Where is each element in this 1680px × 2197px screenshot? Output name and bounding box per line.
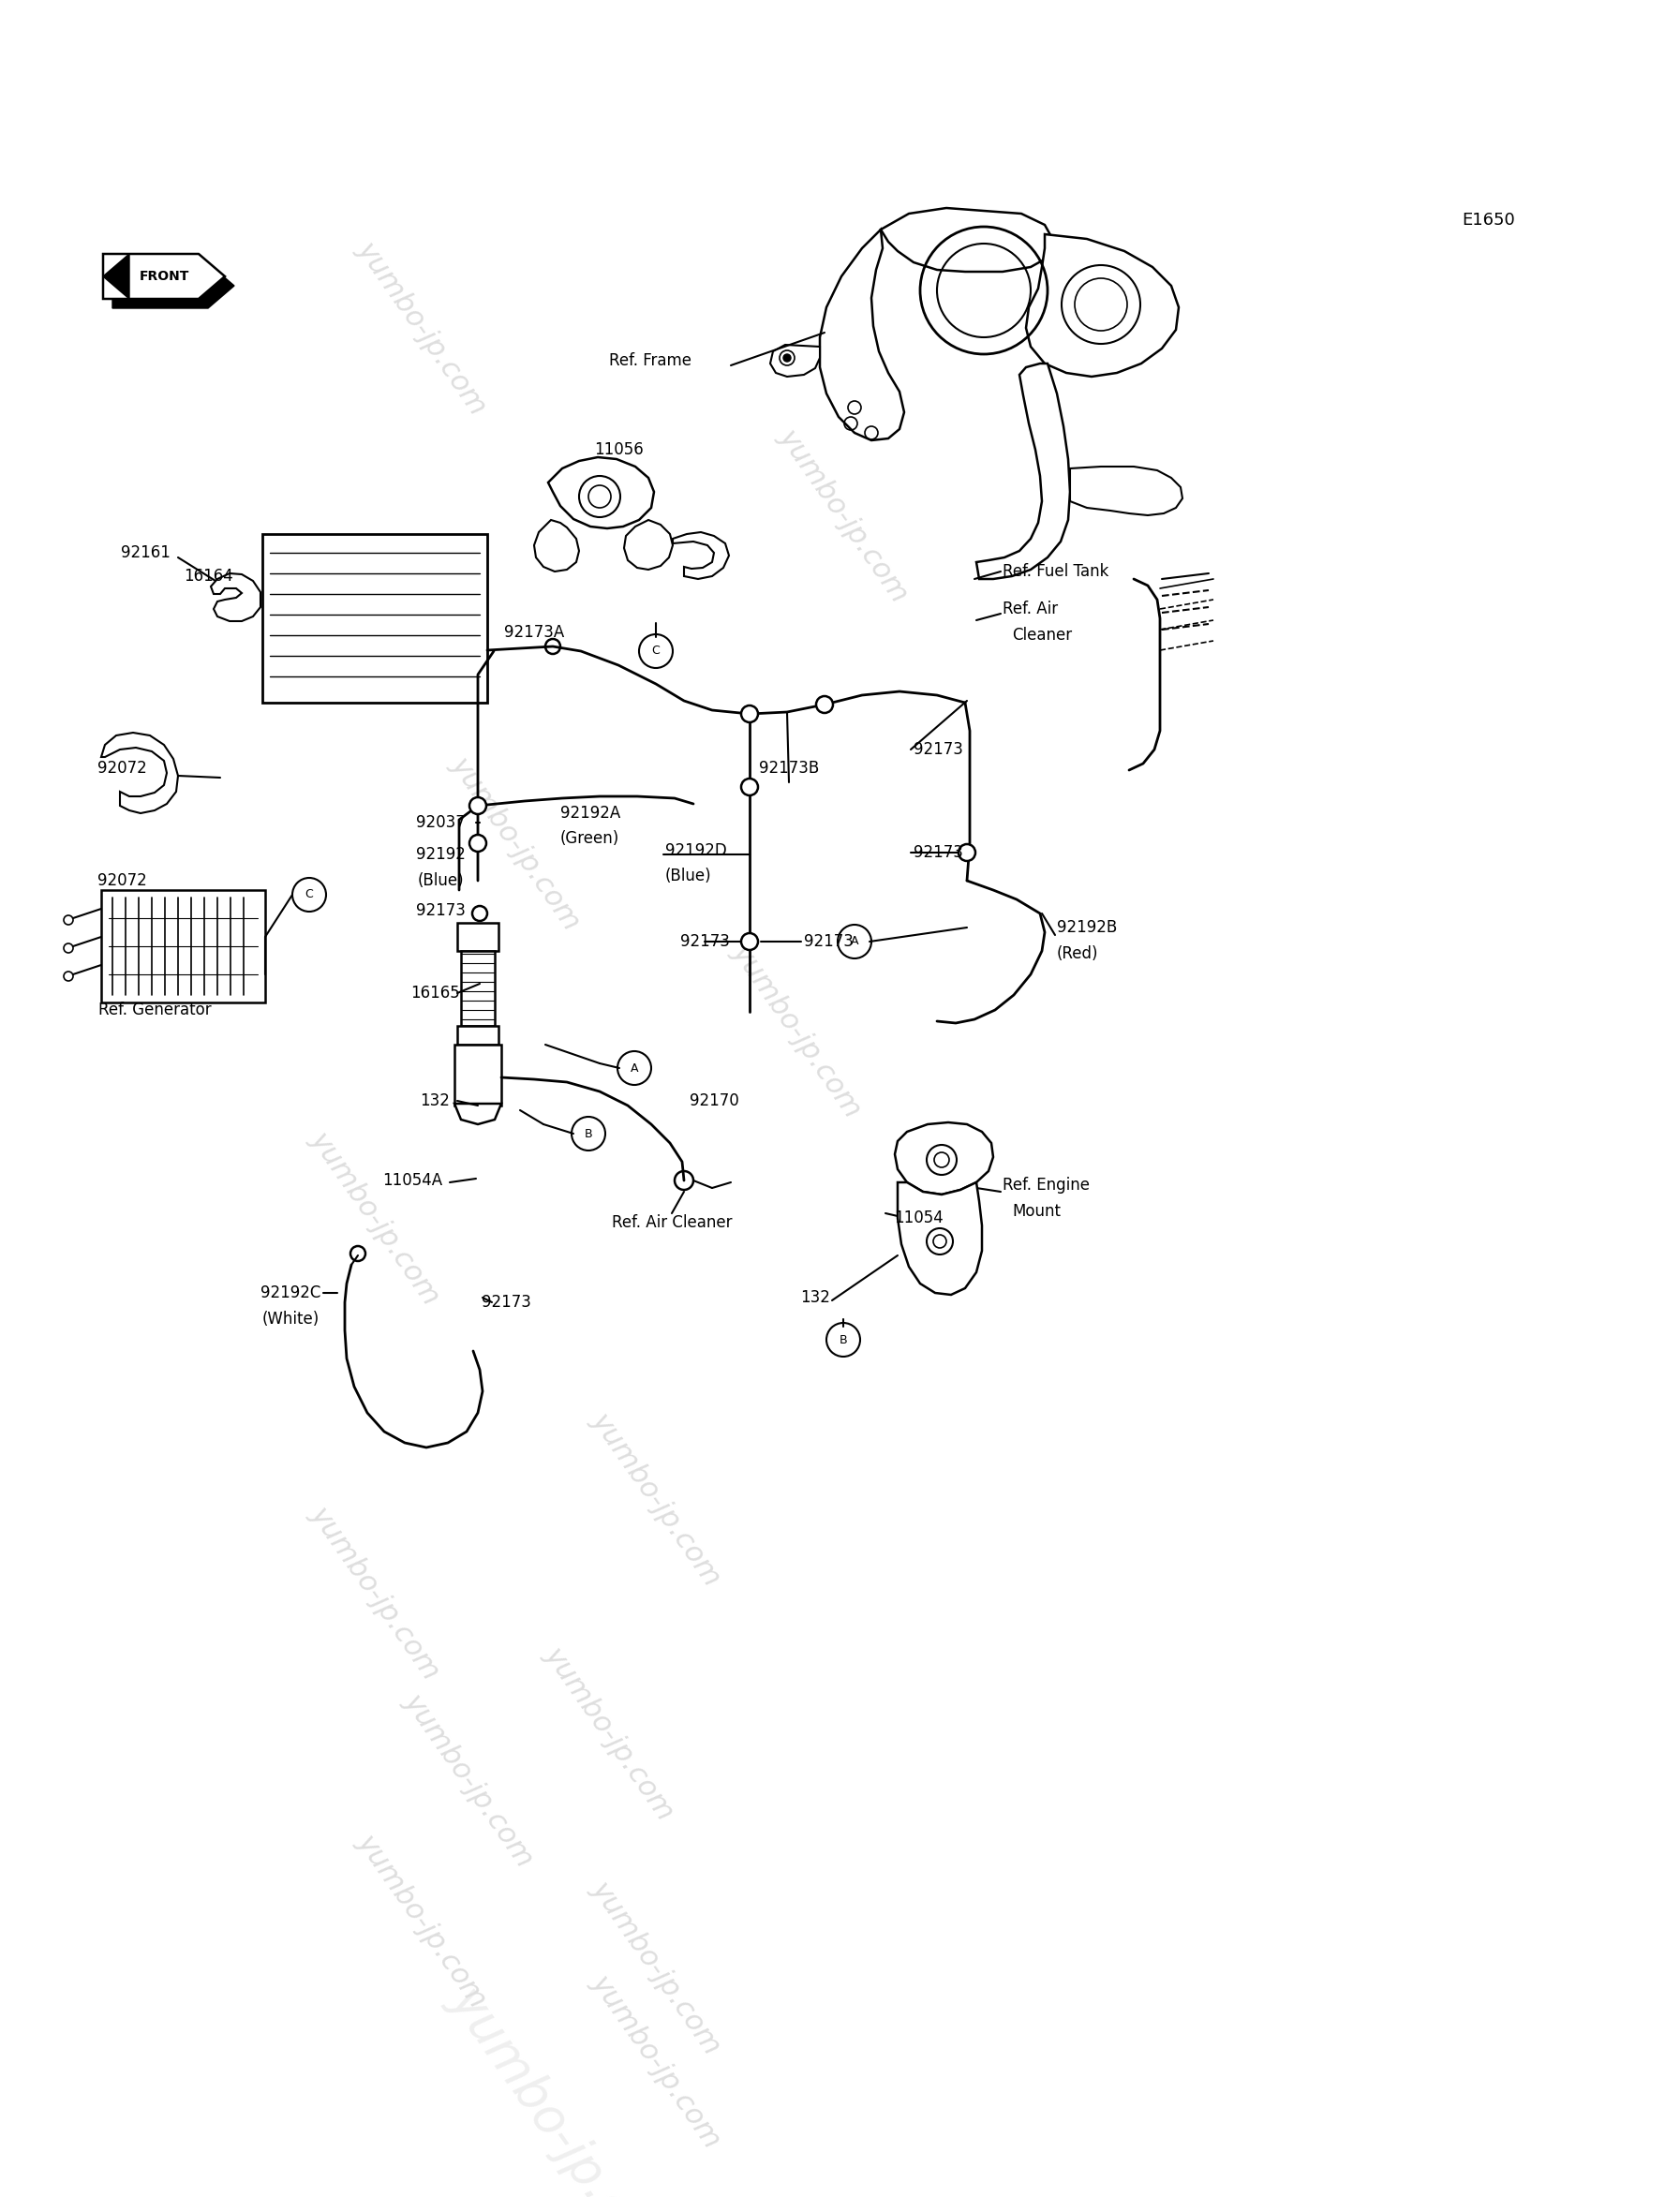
- Circle shape: [741, 778, 758, 795]
- Text: E1650: E1650: [1462, 211, 1515, 228]
- Text: 92173: 92173: [805, 934, 853, 949]
- Text: 92192D: 92192D: [665, 841, 727, 859]
- Text: Cleaner: Cleaner: [1011, 626, 1072, 644]
- Text: 92037: 92037: [415, 815, 465, 830]
- Text: yumbo-jp.com: yumbo-jp.com: [440, 1977, 684, 2197]
- Polygon shape: [548, 457, 654, 529]
- Polygon shape: [672, 532, 729, 580]
- Text: yumbo-jp.com: yumbo-jp.com: [586, 1408, 726, 1591]
- Text: Ref. Generator: Ref. Generator: [97, 1002, 212, 1019]
- Bar: [262, 534, 487, 703]
- Text: 92173: 92173: [914, 844, 963, 861]
- Polygon shape: [102, 255, 225, 299]
- Text: 92173A: 92173A: [504, 624, 564, 642]
- Text: Ref. Frame: Ref. Frame: [610, 352, 692, 369]
- Polygon shape: [534, 521, 580, 571]
- Polygon shape: [210, 573, 260, 622]
- Text: yumbo-jp.com: yumbo-jp.com: [398, 1687, 538, 1872]
- Polygon shape: [113, 264, 234, 308]
- Text: 92072: 92072: [97, 872, 146, 890]
- Bar: [457, 1026, 499, 1044]
- Text: (Green): (Green): [561, 830, 620, 848]
- Polygon shape: [897, 1182, 981, 1294]
- Circle shape: [469, 798, 486, 815]
- Bar: [101, 890, 265, 1002]
- Polygon shape: [820, 228, 904, 439]
- Text: yumbo-jp.com: yumbo-jp.com: [539, 1641, 679, 1826]
- Circle shape: [472, 905, 487, 921]
- Polygon shape: [454, 1103, 501, 1125]
- Text: Ref. Fuel Tank: Ref. Fuel Tank: [1003, 562, 1109, 580]
- Text: 92192C: 92192C: [260, 1285, 321, 1301]
- Circle shape: [741, 934, 758, 949]
- Text: FRONT: FRONT: [139, 270, 188, 283]
- Text: yumbo-jp.com: yumbo-jp.com: [351, 1828, 492, 2012]
- Text: (Blue): (Blue): [417, 872, 464, 890]
- Text: 92173: 92173: [680, 934, 729, 949]
- Polygon shape: [1070, 466, 1183, 516]
- Text: yumbo-jp.com: yumbo-jp.com: [726, 938, 867, 1123]
- Text: (Red): (Red): [1057, 945, 1099, 962]
- Bar: [460, 951, 494, 1026]
- Polygon shape: [102, 255, 129, 299]
- Polygon shape: [1026, 235, 1179, 376]
- Text: B: B: [840, 1334, 847, 1347]
- Text: A: A: [630, 1061, 638, 1074]
- Text: yumbo-jp.com: yumbo-jp.com: [586, 1969, 726, 2153]
- Text: 11054: 11054: [894, 1211, 942, 1226]
- Polygon shape: [880, 209, 1053, 272]
- Polygon shape: [895, 1123, 993, 1195]
- Circle shape: [816, 696, 833, 714]
- Text: 92161: 92161: [121, 545, 170, 560]
- Text: 92192: 92192: [415, 846, 465, 863]
- Text: 11056: 11056: [593, 442, 643, 459]
- Text: (Blue): (Blue): [665, 868, 712, 885]
- Text: 92173B: 92173B: [759, 760, 820, 778]
- Text: 92170: 92170: [689, 1092, 739, 1109]
- Text: yumbo-jp.com: yumbo-jp.com: [351, 235, 492, 420]
- Text: B: B: [585, 1127, 593, 1140]
- Text: 11054A: 11054A: [383, 1171, 442, 1189]
- Text: 92173: 92173: [914, 740, 963, 758]
- Text: C: C: [306, 888, 312, 901]
- Text: 92072: 92072: [97, 760, 146, 778]
- Text: (White): (White): [262, 1312, 319, 1327]
- Circle shape: [783, 354, 791, 363]
- Circle shape: [741, 705, 758, 723]
- Polygon shape: [101, 732, 178, 813]
- Text: 92192B: 92192B: [1057, 918, 1117, 936]
- Text: 16164: 16164: [183, 567, 234, 584]
- Text: yumbo-jp.com: yumbo-jp.com: [304, 1127, 445, 1309]
- Text: yumbo-jp.com: yumbo-jp.com: [304, 1501, 445, 1685]
- Circle shape: [959, 844, 976, 861]
- Text: 92173: 92173: [480, 1294, 531, 1312]
- Text: Ref. Air: Ref. Air: [1003, 600, 1058, 617]
- Text: 132: 132: [800, 1290, 830, 1305]
- Polygon shape: [623, 521, 672, 569]
- Bar: [454, 1044, 501, 1105]
- Text: 92173: 92173: [415, 903, 465, 918]
- Text: C: C: [652, 646, 660, 657]
- Circle shape: [469, 835, 486, 852]
- Text: yumbo-jp.com: yumbo-jp.com: [445, 751, 585, 936]
- Text: A: A: [850, 936, 858, 947]
- Text: 92192A: 92192A: [561, 804, 620, 822]
- Polygon shape: [769, 345, 820, 376]
- Text: Ref. Air Cleaner: Ref. Air Cleaner: [612, 1215, 732, 1230]
- Text: Mount: Mount: [1011, 1204, 1060, 1219]
- Text: 132: 132: [420, 1092, 450, 1109]
- Polygon shape: [976, 363, 1070, 580]
- Text: 16165: 16165: [410, 984, 459, 1002]
- Bar: [457, 923, 499, 951]
- Text: Ref. Engine: Ref. Engine: [1003, 1178, 1090, 1193]
- Text: yumbo-jp.com: yumbo-jp.com: [773, 424, 914, 606]
- Text: yumbo-jp.com: yumbo-jp.com: [586, 1876, 726, 2059]
